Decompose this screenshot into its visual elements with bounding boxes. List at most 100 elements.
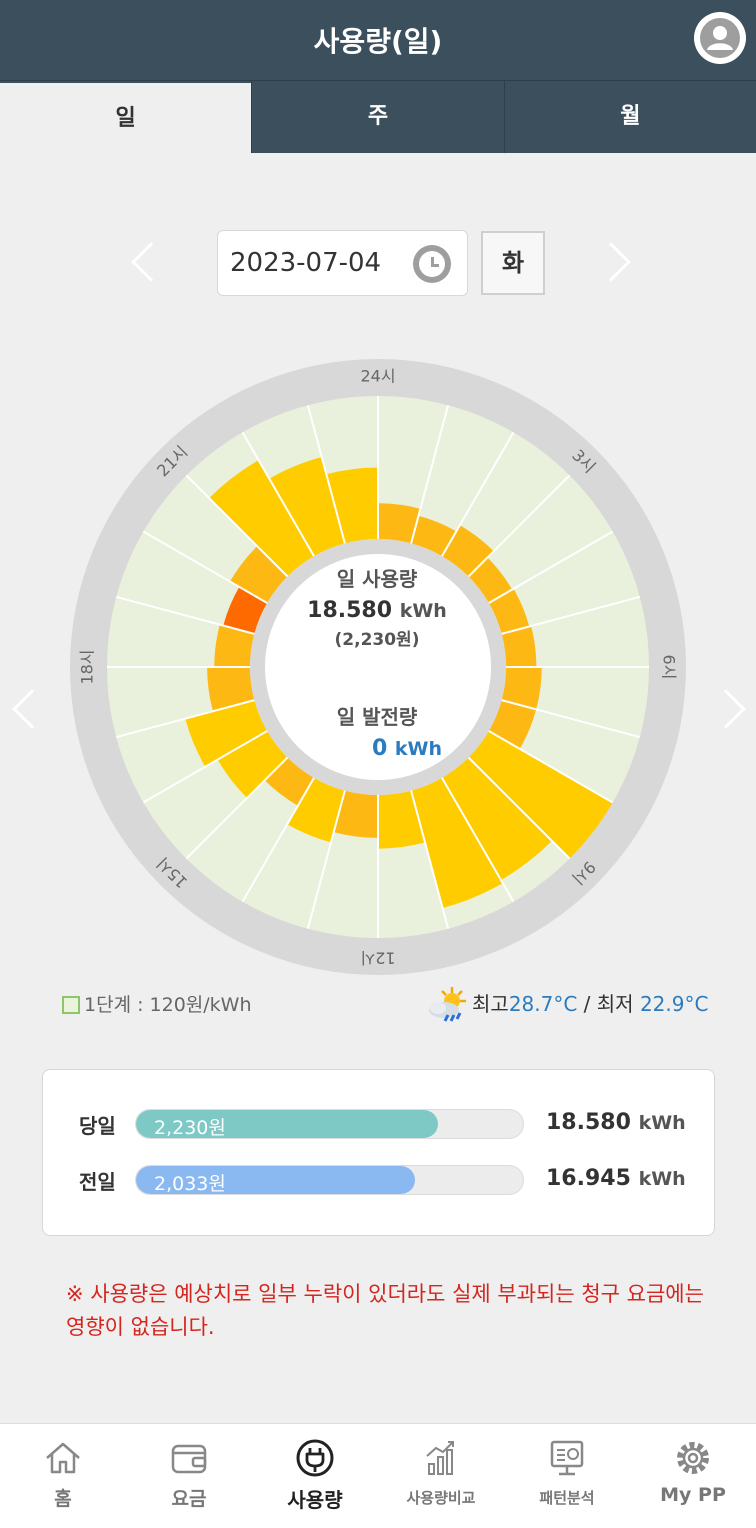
hour-label: 6시	[660, 655, 679, 680]
row-label: 당일	[79, 1114, 116, 1138]
cost-bar-text: 2,033원	[154, 1173, 226, 1195]
center-summary: 일 사용량 18.580 kWh (2,230원) 일 발전량 0 kWh	[264, 563, 490, 761]
tabbar-usage[interactable]: 사용량	[252, 1424, 378, 1528]
hour-bar-16	[185, 700, 268, 767]
bar-chart-icon	[426, 1441, 454, 1475]
home-icon	[46, 1442, 80, 1474]
generation-unit: kWh	[394, 738, 443, 760]
kwh-unit: kWh	[638, 1168, 686, 1190]
tabbar-label: 사용량	[287, 1488, 343, 1512]
low-temp-label: 최저	[596, 992, 634, 1016]
hour-divider	[185, 756, 289, 860]
tabbar-label: 홈	[54, 1488, 72, 1510]
hour-divider	[501, 699, 641, 739]
hour-bar-13	[287, 777, 345, 843]
tabbar-label: My PP	[660, 1484, 726, 1506]
kwh-value-line: 18.580 kWh	[546, 1110, 686, 1135]
prev-date-arrow-icon[interactable]	[131, 242, 171, 282]
usage-cost: (2,230원)	[334, 630, 420, 650]
next-date-arrow-icon[interactable]	[591, 242, 631, 282]
date-value: 2023-07-04	[230, 248, 382, 278]
hour-bar-6	[501, 667, 542, 710]
hour-bar-8	[468, 731, 613, 859]
profile-avatar-button[interactable]	[694, 12, 746, 64]
page-title: 사용량(일)	[313, 25, 443, 58]
user-icon	[700, 18, 740, 58]
chart-center	[265, 554, 491, 780]
hour-bar-15	[217, 731, 288, 798]
hour-bar-5	[501, 626, 537, 667]
tabbar-label: 패턴분석	[539, 1489, 595, 1507]
bottom-tab-bar: 홈 요금 사용량 사용량비교 패턴분석	[0, 1423, 756, 1528]
kwh-unit: kWh	[638, 1112, 686, 1134]
hour-divider	[441, 431, 515, 557]
plug-icon	[296, 1439, 334, 1477]
hour-divider	[241, 777, 315, 903]
hour-bar-12	[333, 790, 378, 838]
tabbar-label: 요금	[171, 1488, 207, 1510]
cost-bar: 2,230원	[135, 1109, 524, 1139]
tab-day[interactable]: 일	[0, 81, 252, 153]
hour-divider	[306, 404, 346, 544]
hour-divider	[142, 730, 268, 804]
cost-bar-text: 2,230원	[154, 1117, 226, 1139]
sun-rain-icon	[426, 985, 472, 1023]
hour-bar-0	[378, 503, 421, 544]
tab-week[interactable]: 주	[251, 81, 503, 153]
hour-label: 12시	[360, 949, 395, 968]
hour-bar-1	[411, 515, 457, 557]
hour-divider	[142, 530, 268, 604]
cost-bar: 2,033원	[135, 1165, 524, 1195]
hour-bar-23	[326, 467, 378, 544]
usage-value: 18.580	[307, 598, 393, 623]
tabbar-home[interactable]: 홈	[0, 1424, 126, 1528]
kwh-value: 16.945	[546, 1166, 631, 1191]
generation-label: 일 발전량	[336, 705, 418, 729]
hour-label: 24시	[360, 367, 395, 386]
generation-value-line: 0 kWh	[264, 736, 490, 761]
hour-divider	[410, 404, 450, 544]
tab-month[interactable]: 월	[503, 81, 756, 153]
tabbar-usage-compare[interactable]: 사용량비교	[378, 1424, 504, 1528]
generation-summary: 일 발전량 0 kWh	[264, 701, 490, 761]
gear-icon	[677, 1442, 709, 1474]
tabbar-my-pp[interactable]: My PP	[630, 1424, 756, 1528]
weekday-badge: 화	[481, 231, 545, 295]
rate-legend: 1단계 : 120원/kWh	[62, 990, 252, 1017]
usage-notice: ※ 사용량은 예상치로 일부 누락이 있더라도 실제 부과되는 청구 요금에는 …	[66, 1282, 704, 1339]
hour-bar-3	[468, 557, 513, 603]
hour-divider	[115, 595, 255, 635]
hour-divider	[441, 777, 515, 903]
hour-divider	[467, 756, 571, 860]
hour-bar-18	[214, 624, 255, 667]
tabbar-pattern-analysis[interactable]: 패턴분석	[504, 1424, 630, 1528]
date-picker[interactable]: 2023-07-04	[217, 230, 468, 296]
high-temp-value: 28.7°C	[508, 992, 578, 1016]
cost-bar-fill	[136, 1166, 415, 1194]
hour-divider	[467, 474, 571, 578]
generation-value: 0	[371, 736, 388, 761]
hour-bar-21	[209, 460, 314, 577]
comparison-card: 당일 2,230원 18.580 kWh 전일 2,033원 16.945 kW…	[42, 1069, 715, 1236]
legend-text: 1단계 : 120원/kWh	[84, 994, 252, 1016]
hour-divider	[501, 595, 641, 635]
comparison-row-today: 당일 2,230원 18.580 kWh	[43, 1103, 716, 1143]
legend-swatch	[62, 996, 80, 1014]
hour-bar-17	[207, 667, 255, 712]
cost-bar-fill	[136, 1110, 438, 1138]
tabbar-bill[interactable]: 요금	[126, 1424, 252, 1528]
hour-bar-19	[223, 586, 268, 634]
hour-divider	[306, 790, 346, 930]
hour-label: 18시	[78, 649, 97, 684]
clock-icon[interactable]	[413, 245, 451, 283]
high-temp-label: 최고	[472, 992, 509, 1016]
temp-separator: /	[577, 992, 597, 1016]
usage-value-line: 18.580 kWh	[264, 598, 490, 623]
comparison-row-yesterday: 전일 2,033원 16.945 kWh	[43, 1159, 716, 1199]
hour-divider	[488, 530, 614, 604]
kwh-value-line: 16.945 kWh	[546, 1166, 686, 1191]
hour-bar-11	[378, 790, 426, 849]
monitor-chart-icon	[550, 1440, 584, 1476]
kwh-value: 18.580	[546, 1110, 631, 1135]
